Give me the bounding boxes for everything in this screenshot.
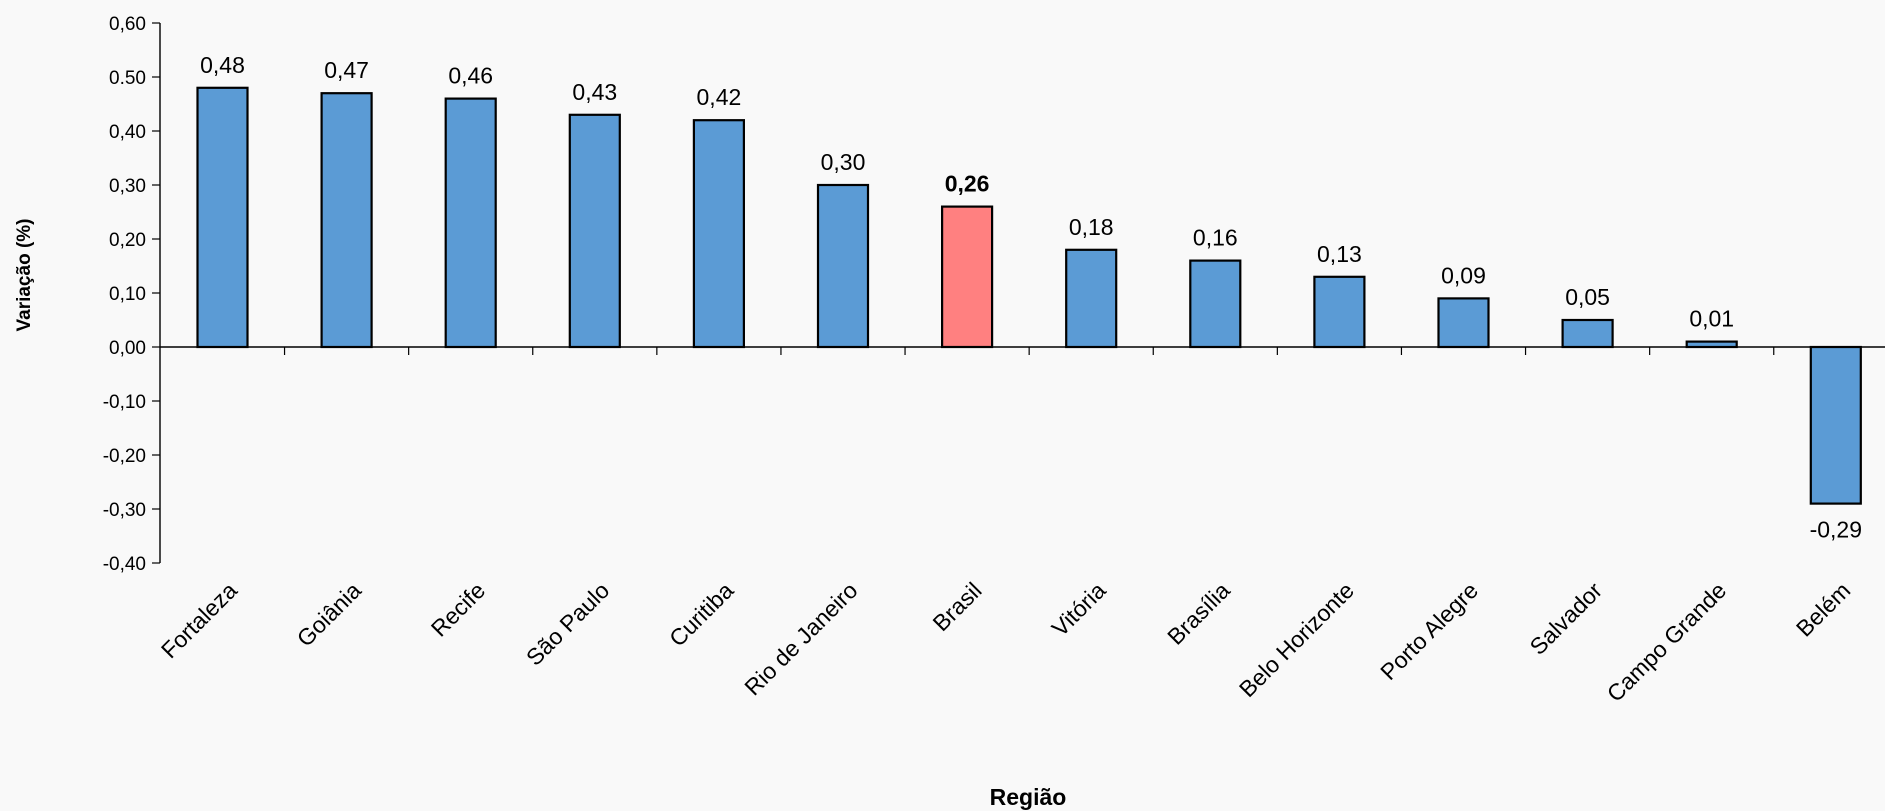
data-label-13: -0,29	[1810, 517, 1862, 543]
x-tick-label-13: Belém	[1791, 577, 1855, 641]
y-axis-ticks: 0,60 0.50 0,40 0,30 0,20 0,10 0,00 -0,10 -0,20 -0…	[103, 14, 160, 575]
x-tick-label-1: Goiânia	[292, 577, 367, 652]
bar-1	[320, 92, 373, 349]
x-tick-label-5: Rio de Janeiro	[739, 577, 862, 700]
y-tick-label: -0,10	[103, 392, 146, 413]
x-tick-label-11: Salvador	[1525, 577, 1608, 660]
x-tick-label-9: Belo Horizonte	[1234, 577, 1359, 702]
data-label-4: 0,42	[697, 84, 742, 110]
x-tick-label-3: São Paulo	[521, 577, 614, 670]
bar-2	[444, 97, 497, 349]
bar-7	[1065, 248, 1118, 349]
y-tick-label: 0,30	[109, 176, 146, 197]
y-tick-label: 0,00	[109, 338, 146, 359]
y-tick-label: 0,10	[109, 284, 146, 305]
bar-4	[692, 119, 746, 349]
data-label-9: 0,13	[1317, 241, 1362, 267]
data-label-1: 0,47	[324, 57, 369, 83]
bar-10	[1437, 297, 1490, 349]
bar-9	[1313, 275, 1366, 349]
bar-3	[568, 113, 621, 349]
y-tick-label: -0,20	[103, 446, 146, 467]
y-tick-label: 0.50	[109, 68, 146, 89]
x-tick-label-7: Vitória	[1047, 577, 1111, 641]
y-axis-title: Variação (%)	[14, 219, 35, 332]
x-tick-label-8: Brasília	[1162, 577, 1235, 650]
x-tick-label-2: Recife	[426, 577, 490, 641]
x-tick-label-0: Fortaleza	[156, 577, 242, 663]
data-label-10: 0,09	[1441, 262, 1486, 288]
x-tick-label-10: Porto Alegre	[1375, 577, 1483, 685]
bar-13	[1809, 345, 1862, 505]
x-axis-title: Região	[990, 784, 1067, 810]
y-tick-label: 0,60	[109, 14, 146, 35]
bar-12	[1685, 340, 1738, 349]
data-label-8: 0,16	[1193, 225, 1238, 251]
bar-0	[196, 86, 249, 349]
bar-11	[1561, 318, 1614, 349]
data-label-6: 0,26	[945, 171, 990, 197]
bars-group	[196, 86, 1862, 505]
x-tick-label-6: Brasil	[928, 577, 987, 636]
bar-6	[940, 205, 994, 349]
data-label-7: 0,18	[1069, 214, 1114, 240]
bar-5	[816, 183, 870, 349]
x-tick-label-12: Campo Grande	[1602, 577, 1732, 707]
data-label-11: 0,05	[1565, 284, 1610, 310]
data-label-12: 0,01	[1689, 306, 1734, 332]
bar-8	[1189, 259, 1242, 349]
y-tick-label: 0,20	[109, 230, 146, 251]
data-label-0: 0,48	[200, 52, 245, 78]
data-labels-group: 0,48 0,47 0,46 0,43 0,42 0,30 0,26 0,18 0,16 0,13…	[200, 52, 1862, 543]
data-label-3: 0,43	[572, 79, 617, 105]
y-tick-label: -0,30	[103, 500, 146, 521]
y-tick-label: 0,40	[109, 122, 146, 143]
data-label-5: 0,30	[821, 149, 866, 175]
x-tick-labels-group: Fortaleza Goiânia Recife São Paulo Curitiba R…	[156, 577, 1855, 707]
y-tick-label: -0,40	[103, 554, 146, 575]
x-tick-label-4: Curitiba	[664, 577, 739, 652]
x-axis-ticks	[283, 347, 1775, 355]
data-label-2: 0,46	[448, 63, 493, 89]
